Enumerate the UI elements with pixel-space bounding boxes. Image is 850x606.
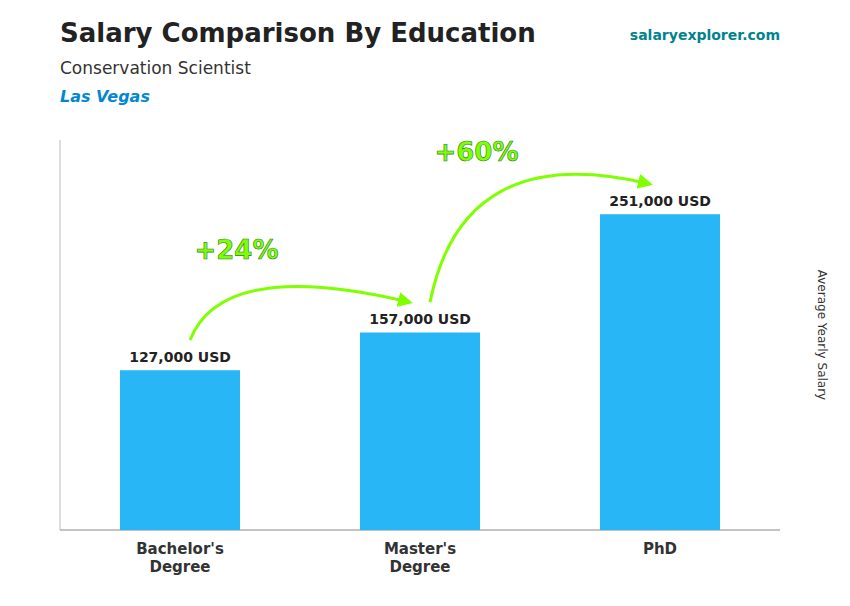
growth-arrow	[430, 174, 650, 302]
y-axis-line	[60, 140, 61, 530]
bar	[600, 214, 720, 530]
chart: Salary Comparison By Education Conservati…	[0, 0, 850, 606]
bar	[120, 370, 240, 530]
annotation: Las Vegas	[60, 87, 150, 106]
data-label: 251,000 USD	[609, 193, 711, 209]
annotation: +24%	[194, 235, 278, 265]
data-label: 157,000 USD	[369, 311, 471, 327]
annotation: +60%	[434, 137, 518, 167]
bars	[120, 214, 720, 530]
growth-arrow	[190, 286, 410, 340]
x-tick-label-line: Master's	[384, 540, 456, 558]
x-tick-label-line: Bachelor's	[136, 540, 224, 558]
bar	[360, 332, 480, 530]
x-tick-label-line: Degree	[149, 558, 210, 576]
subtitle: Conservation Scientist	[60, 58, 251, 78]
x-tick-label-line: Degree	[389, 558, 450, 576]
y-axis-label: Average Yearly Salary	[815, 270, 829, 400]
title: Salary Comparison By Education	[60, 18, 536, 48]
x-tick-label: Bachelor'sDegree	[136, 540, 224, 576]
x-tick-label: Master'sDegree	[384, 540, 456, 576]
x-tick-label: PhD	[643, 540, 677, 558]
annotation: salaryexplorer.com	[630, 27, 780, 43]
x-tick-label-line: PhD	[643, 540, 677, 558]
data-label: 127,000 USD	[129, 349, 231, 365]
